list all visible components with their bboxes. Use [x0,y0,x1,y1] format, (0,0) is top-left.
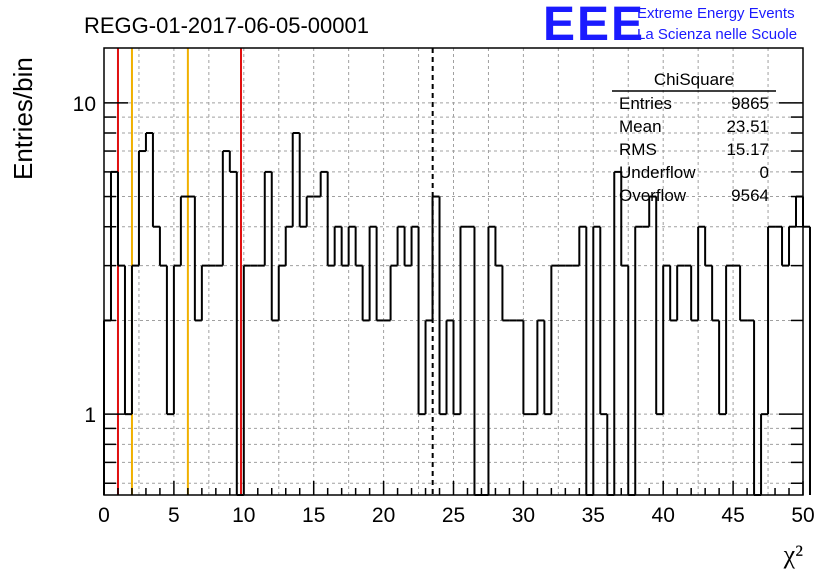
stats-label: Mean [619,117,662,136]
logo: EEE Extreme Energy Events La Scienza nel… [543,0,797,51]
stats-box: ChiSquare Entries 9865 Mean 23.51 RMS 15.17 Un… [612,70,776,205]
axis-ticks [103,102,804,495]
stats-label: Underflow [619,163,696,182]
x-tick-label: 50 [791,504,814,527]
y-tick-label: 10 [73,93,96,116]
y-axis-label: Entries/bin [8,57,38,180]
x-tick-label: 15 [302,504,325,527]
x-tick-label: 20 [372,504,395,527]
x-tick-label: 30 [512,504,535,527]
x-tick-label: 35 [582,504,605,527]
x-tick-label: 5 [168,504,180,527]
stats-value: 0 [760,163,769,182]
logo-mark: EEE [543,0,645,51]
x-tick-label: 10 [232,504,255,527]
stats-value: 23.51 [726,117,769,136]
x-tick-label: 0 [98,504,110,527]
stats-title: ChiSquare [654,70,734,89]
stats-label: RMS [619,140,657,159]
y-tick-label: 1 [84,404,96,427]
x-tick-label: 40 [652,504,675,527]
x-axis-label: χ² [783,540,804,569]
x-tick-label: 25 [442,504,465,527]
logo-line-1: Extreme Energy Events [637,5,795,22]
histogram-series [103,131,811,496]
stats-value: 9564 [731,186,769,205]
stats-value: 15.17 [726,140,769,159]
stats-value: 9865 [731,94,769,113]
stats-label: Entries [619,94,672,113]
logo-line-2: La Scienza nelle Scuole [637,26,797,43]
x-tick-label: 45 [721,504,744,527]
chart-title: REGG-01-2017-06-05-00001 [84,13,369,38]
stats-label: Overflow [619,186,687,205]
tick-labels: 0 5 10 15 20 25 30 35 40 45 50 1 10 [73,93,815,527]
